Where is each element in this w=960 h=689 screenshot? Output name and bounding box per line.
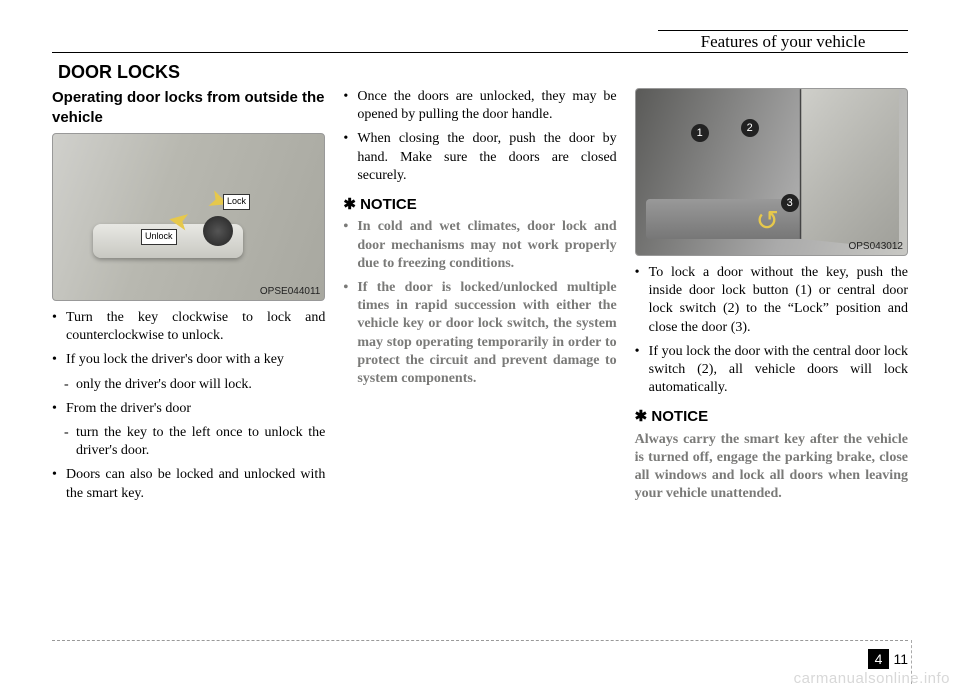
chapter-header: Features of your vehicle <box>658 30 908 52</box>
notice-heading: NOTICE <box>635 407 908 427</box>
manual-page: Features of your vehicle DOOR LOCKS Oper… <box>0 0 960 689</box>
unlock-label: Unlock <box>141 229 177 245</box>
subsection-heading: Operating door locks from outside the ve… <box>52 88 325 127</box>
list-item: If you lock the driver's door with a key <box>52 351 325 369</box>
list-item: In cold and wet climates, door lock and … <box>343 218 616 273</box>
list-sub-item: only the driver's door will lock. <box>52 376 325 394</box>
notice-text: Always carry the smart key after the veh… <box>635 431 908 504</box>
notice-heading: NOTICE <box>343 195 616 215</box>
list-item: If the door is locked/unlocked multiple … <box>343 279 616 388</box>
chapter-number: 4 <box>868 649 890 669</box>
bullet-list-3: To lock a door without the key, push the… <box>635 264 908 397</box>
header-rule <box>52 52 908 53</box>
list-item: From the driver's door <box>52 400 325 418</box>
list-item: If you lock the door with the central do… <box>635 343 908 398</box>
list-item: Turn the key clockwise to lock and count… <box>52 309 325 345</box>
page-number: 411 <box>868 651 908 667</box>
figure-caption: OPSE044011 <box>260 285 320 298</box>
marker-3: 3 <box>781 194 799 212</box>
close-arrow-icon: ↺ <box>756 204 779 240</box>
section-title: DOOR LOCKS <box>58 62 180 83</box>
marker-1: 1 <box>691 124 709 142</box>
content-columns: Operating door locks from outside the ve… <box>52 88 908 629</box>
figure-caption: OPS043012 <box>848 240 903 253</box>
column-1: Operating door locks from outside the ve… <box>52 88 325 629</box>
column-3: 1 2 3 ↺ OPS043012 To lock a door without… <box>635 88 908 629</box>
marker-2: 2 <box>741 119 759 137</box>
column-2: Once the doors are unlocked, they may be… <box>343 88 616 629</box>
door-open-shape <box>800 88 899 249</box>
figure-door-interior: 1 2 3 ↺ OPS043012 <box>635 88 908 256</box>
bullet-list-2: Once the doors are unlocked, they may be… <box>343 88 616 185</box>
figure-door-handle: ➤ ➤ Lock Unlock OPSE044011 <box>52 133 325 301</box>
lock-label: Lock <box>223 194 250 210</box>
keyhole-shape <box>203 216 233 246</box>
list-item: To lock a door without the key, push the… <box>635 264 908 337</box>
page-number-value: 11 <box>893 651 908 667</box>
list-item: When closing the door, push the door by … <box>343 130 616 185</box>
watermark: carmanualsonline.info <box>794 670 950 687</box>
bullet-list-1: Turn the key clockwise to lock and count… <box>52 309 325 503</box>
list-item: Once the doors are unlocked, they may be… <box>343 88 616 124</box>
notice-list: In cold and wet climates, door lock and … <box>343 218 616 388</box>
list-sub-item: turn the key to the left once to unlock … <box>52 424 325 460</box>
list-item: Doors can also be locked and unlocked wi… <box>52 466 325 502</box>
footer-rule <box>52 640 908 641</box>
